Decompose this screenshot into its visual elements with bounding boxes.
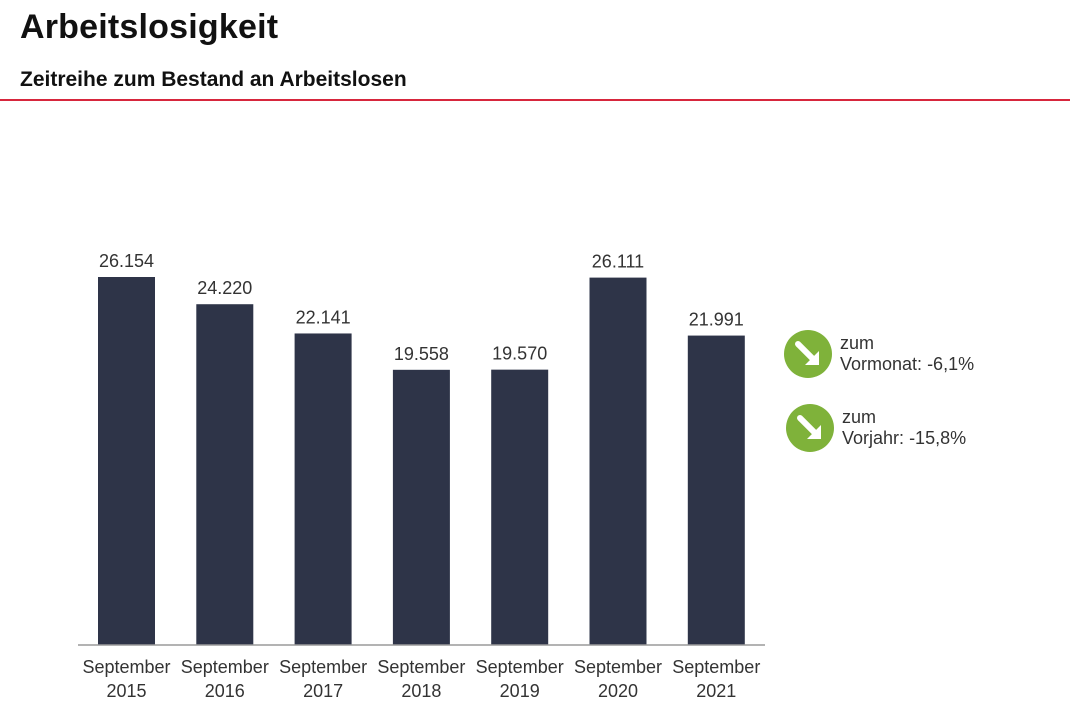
data-label-5: 26.111 bbox=[592, 252, 644, 272]
x-tick-label-5-1: 2020 bbox=[598, 681, 638, 701]
change-vormonat-value: -6,1% bbox=[927, 354, 975, 374]
bar-5 bbox=[589, 277, 647, 645]
data-label-6: 21.991 bbox=[689, 310, 744, 330]
x-tick-label-2-0: September bbox=[279, 657, 367, 677]
change-vormonat-prefix: zum bbox=[840, 333, 875, 353]
change-vormonat-label: Vormonat: bbox=[840, 354, 923, 374]
data-label-4: 19.570 bbox=[492, 344, 547, 364]
x-tick-label-6-0: September bbox=[672, 657, 760, 677]
data-label-3: 19.558 bbox=[394, 344, 449, 364]
bar-6 bbox=[687, 335, 745, 645]
data-label-2: 22.141 bbox=[296, 307, 351, 327]
data-label-0: 26.154 bbox=[99, 251, 154, 271]
page-title: Arbeitslosigkeit bbox=[20, 8, 279, 46]
arrow-down-right-icon bbox=[786, 404, 834, 452]
x-tick-label-3-1: 2018 bbox=[401, 681, 441, 701]
change-vorjahr: zum Vorjahr: -15,8% bbox=[786, 404, 966, 452]
page-subtitle: Zeitreihe zum Bestand an Arbeitslosen bbox=[20, 68, 407, 91]
bar-4 bbox=[491, 369, 549, 645]
x-tick-label-3-0: September bbox=[377, 657, 465, 677]
bar-1 bbox=[196, 304, 254, 645]
arrow-down-right-icon bbox=[784, 330, 832, 378]
bar-2 bbox=[294, 333, 352, 645]
x-tick-label-5-0: September bbox=[574, 657, 662, 677]
x-tick-label-6-1: 2021 bbox=[696, 681, 736, 701]
x-tick-label-4-0: September bbox=[476, 657, 564, 677]
change-vorjahr-prefix: zum bbox=[842, 407, 877, 427]
bar-3 bbox=[392, 369, 450, 645]
x-tick-label-1-0: September bbox=[181, 657, 269, 677]
x-tick-label-2-1: 2017 bbox=[303, 681, 343, 701]
data-label-1: 24.220 bbox=[197, 278, 252, 298]
bar-0 bbox=[98, 277, 155, 645]
x-tick-label-0-1: 2015 bbox=[106, 681, 146, 701]
header-divider bbox=[0, 99, 1070, 101]
change-vorjahr-value: -15,8% bbox=[909, 428, 967, 448]
change-vorjahr-label: Vorjahr: bbox=[842, 428, 905, 448]
x-tick-label-4-1: 2019 bbox=[500, 681, 540, 701]
x-tick-label-0-0: September bbox=[82, 657, 170, 677]
x-tick-label-1-1: 2016 bbox=[205, 681, 245, 701]
change-vormonat: zum Vormonat: -6,1% bbox=[784, 330, 974, 378]
